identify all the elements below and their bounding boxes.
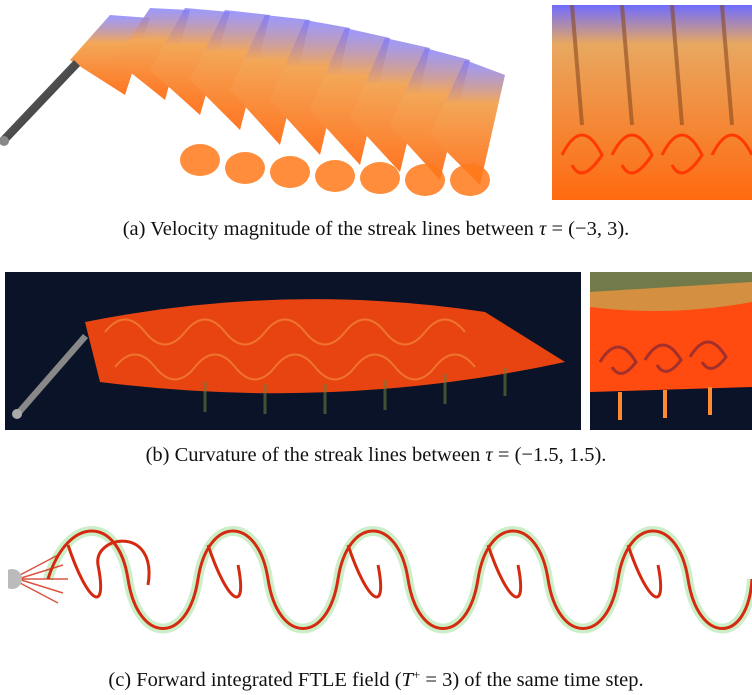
panel-a-velocity-render bbox=[0, 0, 545, 200]
caption-b-prefix: (b) Curvature of the streak lines betwee… bbox=[145, 444, 486, 466]
panel-b-inset-image bbox=[590, 272, 752, 430]
panel-b-inset-render bbox=[590, 272, 752, 430]
panel-a-velocity-image bbox=[0, 0, 545, 200]
caption-c-prefix: (c) Forward integrated FTLE field ( bbox=[108, 669, 402, 691]
caption-c: (c) Forward integrated FTLE field (T+ = … bbox=[0, 668, 752, 692]
panel-a-inset-image bbox=[552, 5, 752, 200]
caption-b-suffix: = (−1.5, 1.5). bbox=[492, 444, 607, 466]
caption-a-variable: τ bbox=[539, 218, 547, 240]
panel-c-ftle-render bbox=[8, 505, 752, 653]
panel-c-ftle-image bbox=[8, 505, 752, 653]
caption-a: (a) Velocity magnitude of the streak lin… bbox=[0, 217, 752, 241]
caption-c-suffix: = 3) of the same time step. bbox=[420, 669, 644, 691]
caption-a-suffix: = (−3, 3). bbox=[546, 218, 630, 240]
caption-c-variable: T bbox=[401, 669, 413, 691]
panel-a-inset-render bbox=[552, 5, 752, 200]
caption-c-superscript: + bbox=[412, 667, 421, 682]
panel-b-curvature-image bbox=[5, 272, 581, 430]
panel-b-curvature-render bbox=[5, 272, 581, 430]
caption-b-variable: τ bbox=[485, 444, 493, 466]
caption-b: (b) Curvature of the streak lines betwee… bbox=[0, 443, 752, 467]
caption-a-prefix: (a) Velocity magnitude of the streak lin… bbox=[122, 218, 540, 240]
